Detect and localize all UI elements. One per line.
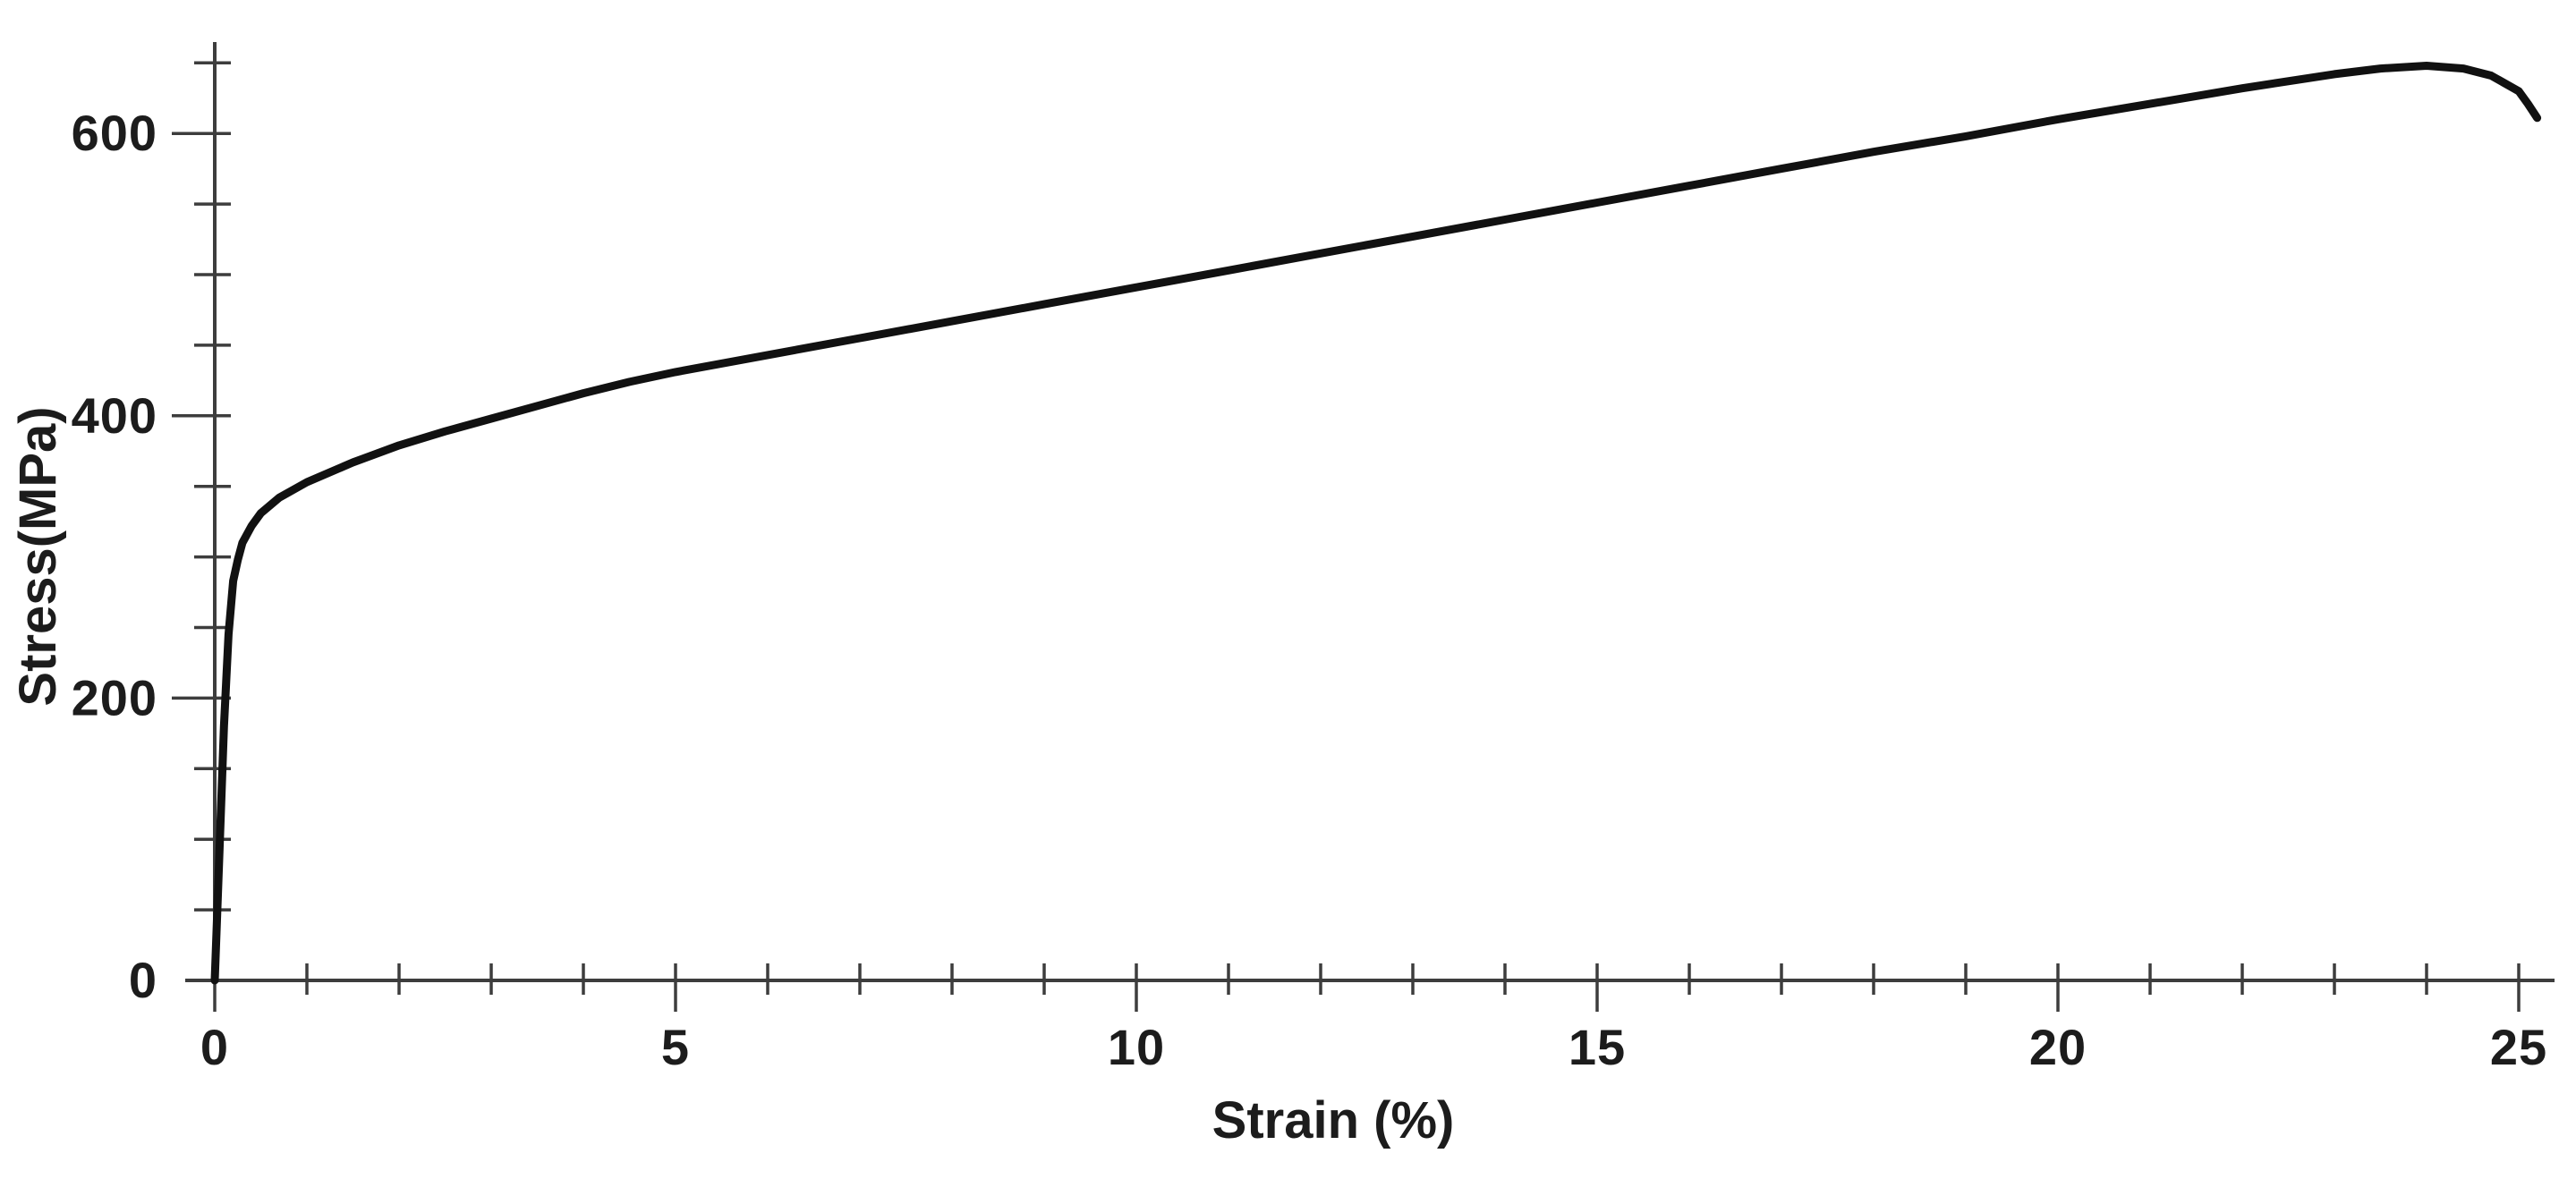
x-axis-tick-label: 25 [2490, 1019, 2547, 1075]
y-axis-tick-label: 600 [72, 105, 157, 161]
x-axis-tick-label: 20 [2029, 1019, 2087, 1075]
y-axis-tick-label: 200 [72, 669, 157, 725]
x-axis-tick-label: 5 [661, 1019, 690, 1075]
axes [172, 42, 2555, 1012]
tick-labels: 0 5 10 15 20 25 0 200 400 600 [72, 105, 2547, 1075]
y-axis-tick-label: 0 [129, 952, 157, 1008]
y-axis-tick-label: 400 [72, 387, 157, 444]
stress-strain-curve [210, 62, 2542, 985]
x-axis-tick-label: 15 [1569, 1019, 1626, 1075]
x-axis-tick-label: 10 [1108, 1019, 1165, 1075]
y-axis-title: Stress(MPa) [9, 406, 67, 706]
curve-layer [210, 62, 2542, 985]
x-axis-title: Strain (%) [1212, 1091, 1455, 1149]
x-axis-tick-label: 0 [200, 1019, 229, 1075]
